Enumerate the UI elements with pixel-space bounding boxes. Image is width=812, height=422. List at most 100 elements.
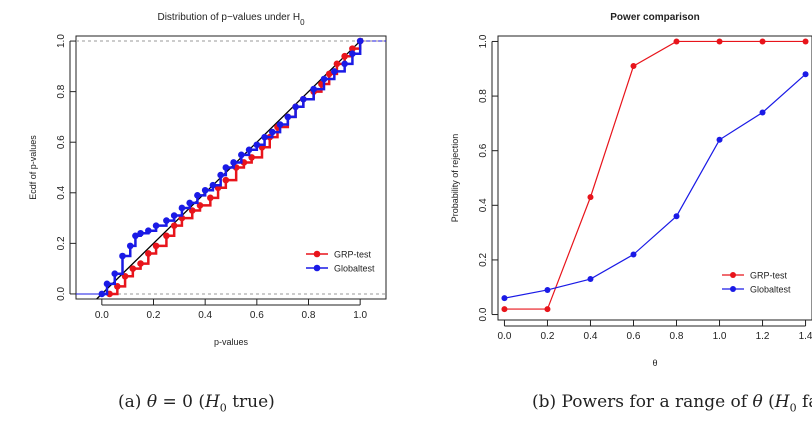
power-legend-label: Globaltest bbox=[750, 285, 791, 295]
power-data-point bbox=[802, 38, 809, 45]
power-data-point bbox=[587, 276, 594, 283]
power-y-axis-label: Probability of rejection bbox=[450, 134, 460, 223]
power-x-axis-label: θ bbox=[652, 358, 657, 368]
ecdf-data-point bbox=[145, 227, 152, 235]
caption-a-eq: = 0 ( bbox=[162, 392, 205, 412]
power-data-point bbox=[630, 63, 637, 70]
caption-b-label: (b) Powers for a range of bbox=[532, 392, 748, 412]
ecdf-data-point bbox=[111, 270, 119, 278]
ecdf-data-point bbox=[356, 37, 364, 45]
ecdf-data-point bbox=[170, 212, 178, 219]
power-legend-swatch-point bbox=[730, 286, 736, 292]
ecdf-legend-label: GRP-test bbox=[334, 250, 372, 260]
ecdf-data-point bbox=[201, 186, 209, 194]
caption-a: (a) θ = 0 (H0 true) bbox=[118, 392, 275, 414]
ecdf-x-tick-label: 0.2 bbox=[147, 310, 161, 321]
ecdf-data-point bbox=[325, 70, 333, 78]
power-x-tick-label: 0.8 bbox=[670, 331, 684, 342]
power-x-tick-label: 0.6 bbox=[627, 331, 641, 342]
ecdf-data-point bbox=[98, 290, 106, 298]
caption-a-theta: θ bbox=[146, 392, 158, 412]
power-y-tick-label: 0.4 bbox=[478, 198, 489, 212]
ecdf-data-point bbox=[103, 280, 111, 288]
ecdf-data-point bbox=[333, 60, 341, 68]
power-y-tick-label: 0.2 bbox=[478, 253, 489, 267]
ecdf-data-point bbox=[178, 204, 186, 212]
ecdf-x-tick-label: 0.6 bbox=[250, 310, 264, 321]
ecdf-data-point bbox=[186, 199, 193, 207]
ecdf-data-point bbox=[230, 159, 237, 166]
power-data-point bbox=[802, 71, 809, 78]
power-data-point bbox=[673, 213, 680, 220]
ecdf-data-point bbox=[245, 146, 253, 154]
ecdf-y-axis-label: Ecdf of p-values bbox=[28, 135, 38, 200]
ecdf-diagonal-reference-line bbox=[96, 38, 364, 300]
caption-a-sub: 0 bbox=[219, 401, 227, 415]
caption-b-theta: θ bbox=[752, 392, 763, 412]
ecdf-data-point bbox=[349, 50, 356, 58]
ecdf-legend-swatch-point bbox=[313, 250, 321, 258]
power-x-tick-label: 1.0 bbox=[713, 331, 727, 342]
power-title: Power comparison bbox=[610, 12, 699, 23]
ecdf-data-point bbox=[170, 222, 178, 229]
ecdf-x-tick-label: 0.0 bbox=[95, 310, 109, 321]
figure-canvas: Distribution of p−values under H0 0.0 0.2 0… bbox=[28, 12, 812, 368]
ecdf-data-point bbox=[292, 103, 299, 111]
power-x-tick-label: 1.4 bbox=[799, 331, 812, 342]
caption-a-h: H bbox=[204, 392, 220, 412]
ecdf-data-point bbox=[284, 113, 292, 121]
power-data-point bbox=[630, 251, 637, 258]
ecdf-x-tick-label: 1.0 bbox=[353, 310, 367, 321]
ecdf-data-point bbox=[238, 151, 245, 159]
ecdf-legend-swatch-point bbox=[313, 264, 321, 272]
ecdf-data-point bbox=[222, 176, 230, 184]
power-data-point bbox=[544, 286, 551, 293]
ecdf-data-point bbox=[194, 192, 201, 199]
ecdf-data-point bbox=[341, 52, 348, 60]
power-x-tick-label: 0.0 bbox=[497, 331, 511, 342]
caption-a-rest: true) bbox=[226, 392, 275, 412]
ecdf-data-point bbox=[137, 260, 144, 267]
power-data-point bbox=[759, 38, 766, 45]
ecdf-title: Distribution of p−values under H0 bbox=[157, 12, 305, 27]
ecdf-y-tick-label: 0.0 bbox=[56, 287, 67, 301]
ecdf-y-tick-label: 0.2 bbox=[56, 236, 67, 250]
caption-b-sub: 0 bbox=[789, 401, 797, 415]
ecdf-y-tick-label: 0.4 bbox=[56, 185, 67, 199]
power-legend-label: GRP-test bbox=[750, 271, 788, 281]
power-legend-swatch-point bbox=[730, 272, 736, 278]
ecdf-data-point bbox=[300, 95, 307, 103]
power-y-tick-label: 0.8 bbox=[478, 89, 489, 103]
ecdf-data-point bbox=[132, 232, 139, 240]
power-data-point bbox=[759, 109, 766, 116]
caption-b-open: ( bbox=[768, 392, 775, 412]
ecdf-panel: Distribution of p−values under H0 0.0 0.2 0… bbox=[28, 12, 387, 347]
ecdf-data-point bbox=[261, 133, 268, 141]
ecdf-data-point bbox=[145, 250, 152, 257]
power-x-tick-label: 0.4 bbox=[584, 331, 598, 342]
power-data-point bbox=[501, 306, 508, 313]
power-data-point bbox=[587, 194, 594, 201]
ecdf-data-point bbox=[222, 164, 230, 171]
ecdf-x-axis-label: p-values bbox=[214, 337, 249, 347]
power-data-point bbox=[544, 306, 551, 313]
power-series-line-globaltest bbox=[504, 73, 806, 299]
caption-b: (b) Powers for a range of θ (H0 false) bbox=[532, 392, 812, 414]
ecdf-data-point bbox=[269, 128, 276, 136]
caption-b-rest: false) bbox=[802, 392, 812, 412]
power-legend-box bbox=[718, 265, 804, 299]
ecdf-data-point bbox=[349, 45, 356, 52]
power-panel: Power comparison 0.0 0.2 0.4 0.6 0.8 1.0 1.2 1.4… bbox=[450, 12, 812, 368]
ecdf-data-point bbox=[152, 222, 160, 229]
power-data-point bbox=[716, 136, 723, 143]
ecdf-data-point bbox=[331, 68, 338, 75]
ecdf-data-point bbox=[207, 194, 214, 202]
ecdf-data-point bbox=[320, 75, 328, 83]
power-x-tick-label: 0.2 bbox=[541, 331, 555, 342]
ecdf-x-tick-label: 0.4 bbox=[198, 310, 212, 321]
ecdf-data-point bbox=[152, 242, 160, 250]
power-plot-frame bbox=[497, 35, 812, 321]
power-y-tick-label: 0.6 bbox=[478, 143, 489, 157]
ecdf-y-tick-label: 0.8 bbox=[56, 84, 67, 98]
caption-b-h: H bbox=[774, 392, 790, 412]
